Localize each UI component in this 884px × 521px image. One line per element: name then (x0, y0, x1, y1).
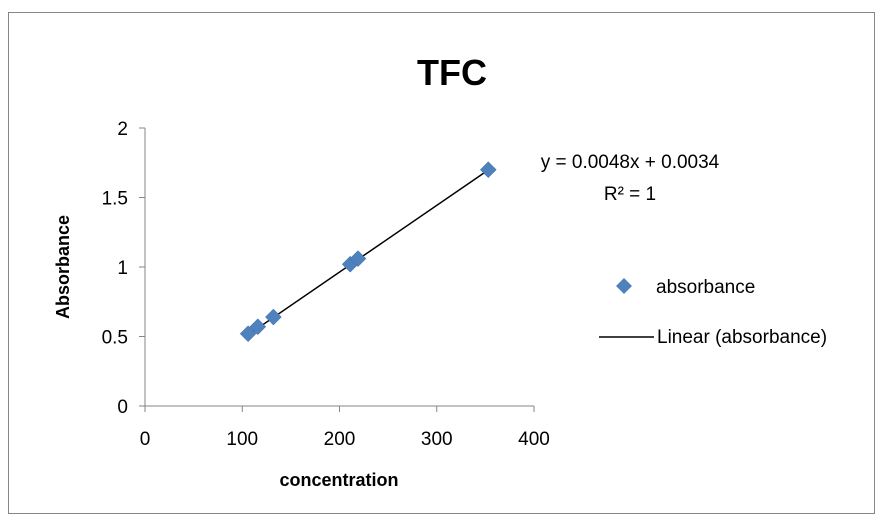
x-axis-ticks: 0 100 200 300 400 (140, 406, 550, 450)
x-tick-label: 0 (140, 429, 151, 450)
data-point (249, 318, 267, 336)
data-point (479, 161, 497, 179)
x-tick-label: 200 (324, 429, 356, 450)
data-point (349, 250, 367, 268)
y-tick-label: 1.5 (102, 189, 128, 210)
y-tick-label: 2 (117, 119, 128, 140)
axes (144, 128, 534, 407)
data-points (239, 161, 497, 343)
x-tick-label: 300 (421, 429, 453, 450)
y-tick-label: 0 (117, 397, 128, 418)
chart-title: TFC (417, 52, 487, 93)
chart-area (8, 12, 875, 514)
x-tick-label: 100 (226, 429, 258, 450)
legend-label-absorbance: absorbance (656, 277, 755, 298)
y-axis-label: Absorbance (53, 215, 73, 319)
y-tick-label: 1 (117, 258, 128, 279)
trendline-r-squared: R² = 1 (604, 184, 656, 205)
x-axis-label: concentration (279, 470, 398, 490)
legend: absorbance Linear (absorbance) (599, 277, 827, 348)
legend-marker-diamond (616, 278, 632, 294)
data-point (239, 325, 257, 343)
data-point (265, 308, 282, 326)
y-tick-label: 0.5 (102, 328, 128, 349)
trendline-line (247, 169, 489, 336)
trendline-equation: y = 0.0048x + 0.0034 (541, 152, 720, 173)
y-axis-ticks: 0 0.5 1 1.5 2 (102, 119, 145, 418)
legend-label-linear: Linear (absorbance) (657, 327, 827, 348)
x-tick-label: 400 (518, 429, 550, 450)
trendline (247, 169, 489, 336)
